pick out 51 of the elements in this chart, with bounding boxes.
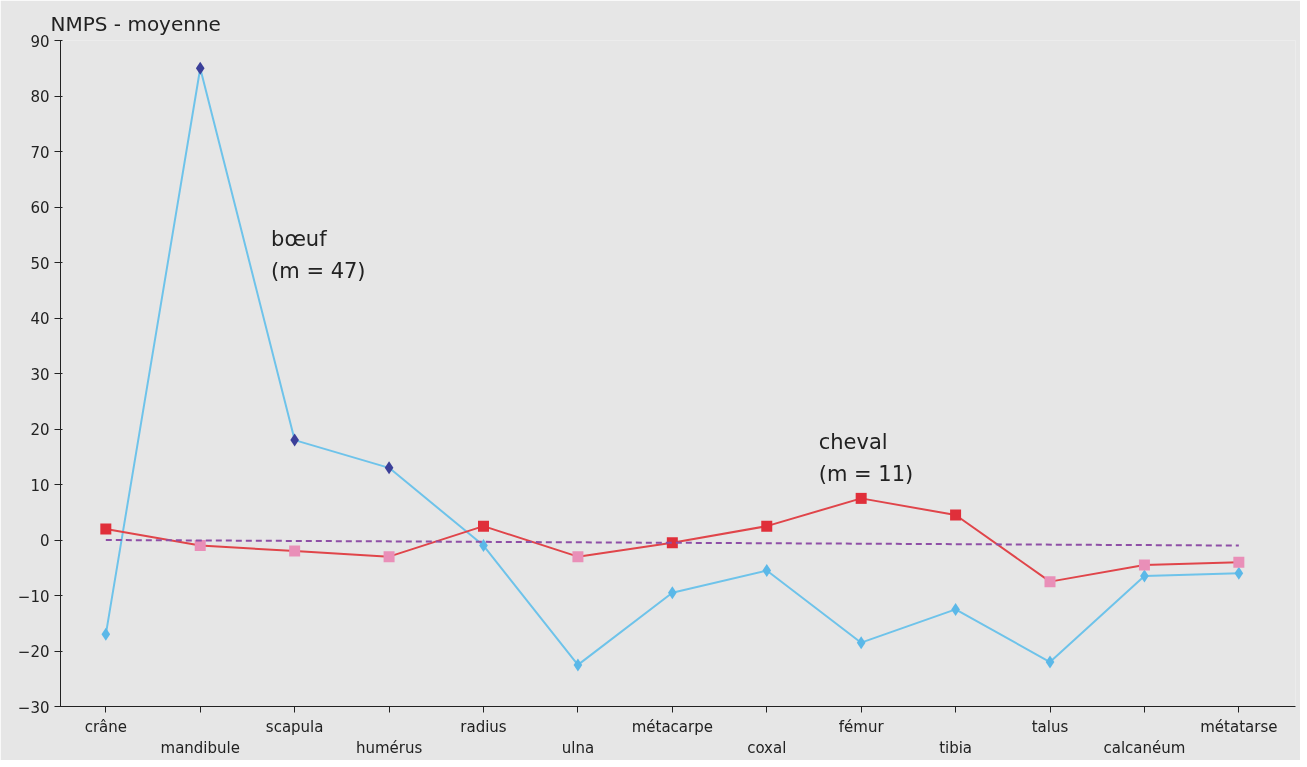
- point: [384, 461, 394, 475]
- point: [761, 520, 773, 532]
- y-tick-label: 80: [30, 88, 50, 106]
- y-tick-label: 60: [30, 199, 50, 217]
- y-tick-label: 30: [30, 365, 50, 384]
- point: [383, 551, 395, 563]
- y-tick-label: −30: [17, 698, 50, 717]
- point: [100, 523, 112, 535]
- y-tick-label: 10: [30, 476, 50, 495]
- y-tick-label: 20: [30, 421, 50, 439]
- point: [573, 658, 583, 672]
- point: [1138, 559, 1150, 571]
- y-tick-label: 70: [30, 143, 50, 162]
- y-tick-label: −20: [17, 643, 50, 661]
- point: [572, 551, 584, 563]
- y-tick-label: 50: [30, 254, 50, 273]
- point: [1234, 566, 1244, 580]
- point: [855, 492, 867, 504]
- y-tick-label: 40: [30, 310, 50, 328]
- x-tick-label: métatarse: [1200, 717, 1278, 736]
- x-tick-label: crâne: [84, 717, 127, 736]
- point: [289, 545, 301, 557]
- x-tick-label: tibia: [939, 739, 973, 758]
- point: [856, 636, 866, 650]
- point: [101, 627, 111, 641]
- x-tick-label: fémur: [838, 717, 885, 736]
- series-label: bœuf: [271, 227, 328, 252]
- x-tick-label: ulna: [561, 739, 595, 758]
- text: cheval: [818, 429, 888, 454]
- point: [195, 61, 205, 75]
- x-tick-label: talus: [1031, 717, 1069, 736]
- point: [194, 540, 206, 552]
- point: [762, 564, 772, 578]
- point: [1044, 576, 1056, 588]
- y-axis-title: NMPS - moyenne: [50, 11, 221, 36]
- x-tick-label: mandibule: [160, 739, 240, 758]
- y-tick-label: 0: [39, 532, 50, 550]
- point: [1045, 655, 1055, 669]
- x-tick-label: coxal: [747, 739, 787, 758]
- x-tick-label: scapula: [265, 717, 324, 736]
- point: [1233, 556, 1245, 568]
- annotation: (m = 11): [818, 461, 914, 486]
- y-tick-label: −10: [17, 587, 50, 606]
- x-tick-label: métacarpe: [631, 717, 713, 736]
- point: [478, 520, 489, 532]
- annotation: (m = 47): [271, 259, 366, 284]
- point: [950, 509, 962, 521]
- x-tick-label: humérus: [355, 739, 423, 758]
- x-tick-label: calcanéum: [1103, 739, 1186, 758]
- x-tick-label: radius: [460, 717, 507, 736]
- y-tick-label: 90: [30, 32, 50, 51]
